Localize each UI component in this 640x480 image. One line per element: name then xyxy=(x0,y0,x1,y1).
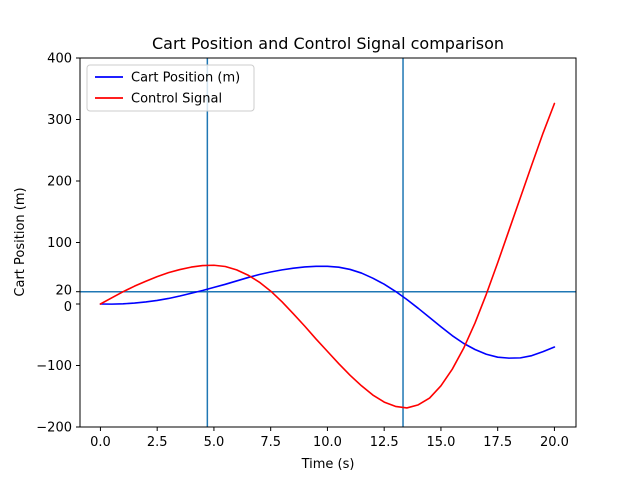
y-tick-label: 100 xyxy=(47,236,72,251)
x-axis: 0.0 2.5 5.0 7.5 10.0 12.5 15.0 17.5 20.0 xyxy=(90,427,569,450)
x-tick-label: 5.0 xyxy=(204,435,225,450)
y-tick-label: 20 xyxy=(55,284,72,299)
y-tick-label: 0 xyxy=(64,300,72,315)
chart-title: Cart Position and Control Signal compari… xyxy=(152,34,504,53)
legend-label-cart-position: Cart Position (m) xyxy=(131,71,240,86)
x-axis-label: Time (s) xyxy=(301,457,355,472)
x-tick-label: 15.0 xyxy=(426,435,455,450)
legend: Cart Position (m) Control Signal xyxy=(86,64,255,112)
y-axis: −200 −100 020 100 200 300 400 xyxy=(36,52,80,436)
plot-background xyxy=(80,58,576,427)
y-tick-label: −200 xyxy=(36,421,72,436)
plot-area xyxy=(79,57,577,428)
legend-box xyxy=(86,64,255,112)
y-tick-label: 400 xyxy=(47,52,72,67)
y-tick-label: 200 xyxy=(47,175,72,190)
x-tick-label: 7.5 xyxy=(260,435,281,450)
x-tick-label: 12.5 xyxy=(370,435,399,450)
x-tick-label: 10.0 xyxy=(313,435,342,450)
y-axis-label: Cart Position (m) xyxy=(13,187,28,296)
x-tick-label: 17.5 xyxy=(483,435,512,450)
x-tick-label: 2.5 xyxy=(147,435,168,450)
x-tick-label: 0.0 xyxy=(90,435,111,450)
series-line-control-signal xyxy=(99,102,556,409)
series-group xyxy=(99,102,556,409)
x-tick-label: 20.0 xyxy=(540,435,569,450)
y-tick-label: −100 xyxy=(36,359,72,374)
reference-lines xyxy=(80,58,576,427)
series-line-cart-position xyxy=(99,265,556,359)
legend-label-control-signal: Control Signal xyxy=(131,92,222,107)
y-tick-label: 300 xyxy=(47,113,72,128)
